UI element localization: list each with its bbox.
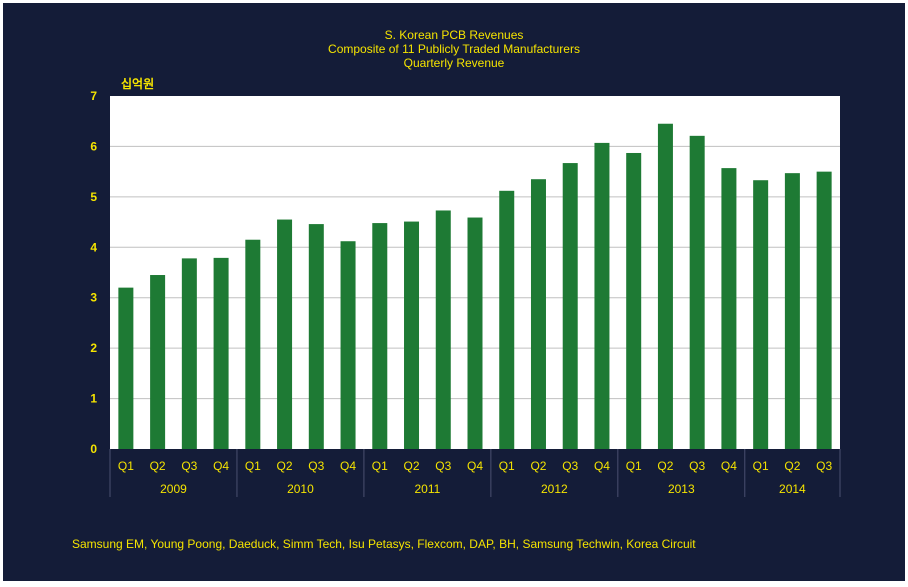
quarter-label: Q1 xyxy=(118,459,134,473)
quarter-label: Q2 xyxy=(404,459,420,473)
y-tick-label: 2 xyxy=(90,341,97,355)
quarter-label: Q2 xyxy=(150,459,166,473)
quarter-label: Q1 xyxy=(499,459,515,473)
bar xyxy=(118,287,134,449)
quarter-label: Q2 xyxy=(784,459,800,473)
bar xyxy=(467,217,483,449)
quarter-label: Q1 xyxy=(753,459,769,473)
bar xyxy=(404,221,420,449)
year-label: 2014 xyxy=(779,482,806,496)
year-label: 2009 xyxy=(160,482,187,496)
bar xyxy=(499,190,515,449)
bar xyxy=(530,179,546,449)
year-label: 2012 xyxy=(541,482,568,496)
bar xyxy=(308,224,324,449)
quarter-label: Q1 xyxy=(372,459,388,473)
y-tick-label: 0 xyxy=(90,442,97,456)
year-label: 2011 xyxy=(414,482,440,496)
quarter-label: Q3 xyxy=(308,459,324,473)
bar xyxy=(689,135,705,450)
y-axis-unit-label: 십억원 xyxy=(121,77,155,91)
source-footnote: Samsung EM, Young Poong, Daeduck, Simm T… xyxy=(72,537,696,551)
quarter-label: Q2 xyxy=(277,459,293,473)
bar xyxy=(340,241,356,449)
y-tick-label: 5 xyxy=(90,190,97,204)
quarter-label: Q4 xyxy=(340,459,356,473)
bar xyxy=(784,173,800,450)
quarter-label: Q3 xyxy=(689,459,705,473)
bar xyxy=(753,180,769,450)
bar xyxy=(594,142,610,450)
chart-subtitle-2: Quarterly Revenue xyxy=(403,56,505,70)
bar xyxy=(213,257,229,449)
quarter-label: Q1 xyxy=(245,459,261,473)
y-tick-label: 4 xyxy=(90,240,97,254)
quarter-label: Q2 xyxy=(530,459,546,473)
bar xyxy=(245,239,261,449)
bar xyxy=(181,258,197,449)
chart-title: S. Korean PCB Revenues xyxy=(384,28,524,42)
bar xyxy=(816,171,832,449)
quarter-label: Q3 xyxy=(816,459,832,473)
quarter-label: Q4 xyxy=(467,459,483,473)
quarter-label: Q4 xyxy=(594,459,610,473)
quarter-label: Q3 xyxy=(181,459,197,473)
chart-subtitle: Composite of 11 Publicly Traded Manufact… xyxy=(328,42,580,56)
y-tick-label: 6 xyxy=(90,139,97,153)
quarter-label: Q3 xyxy=(435,459,451,473)
bar xyxy=(562,163,578,449)
bar xyxy=(372,223,388,449)
quarter-label: Q3 xyxy=(562,459,578,473)
quarter-label: Q4 xyxy=(721,459,737,473)
y-tick-label: 7 xyxy=(90,89,97,103)
year-label: 2010 xyxy=(287,482,314,496)
y-tick-label: 3 xyxy=(90,291,97,305)
bar xyxy=(277,219,293,449)
bar xyxy=(626,152,642,449)
bar xyxy=(721,168,737,449)
y-tick-label: 1 xyxy=(90,392,97,406)
year-label: 2013 xyxy=(668,482,695,496)
bar xyxy=(657,123,673,449)
quarter-label: Q4 xyxy=(213,459,229,473)
bar xyxy=(150,275,166,449)
bar xyxy=(435,210,451,449)
quarter-label: Q1 xyxy=(626,459,642,473)
quarter-label: Q2 xyxy=(657,459,673,473)
